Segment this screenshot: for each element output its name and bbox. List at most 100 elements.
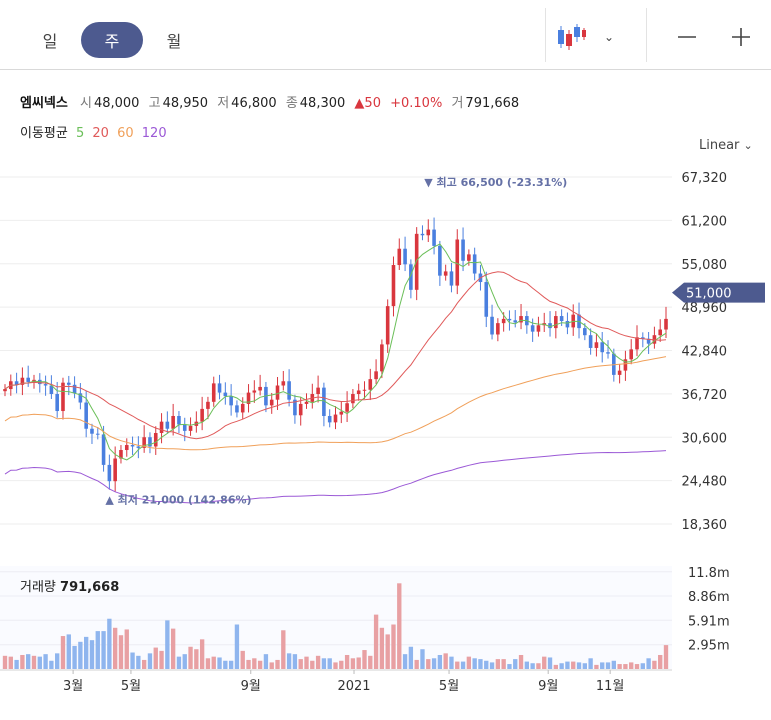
volume-bar [408,646,414,669]
current-price-tag [672,282,765,303]
y-tick-label: 48,960 [682,301,728,316]
candle-body [484,282,489,317]
chart-type-button[interactable]: ⌄ [556,22,646,52]
candle-body [14,381,19,385]
volume-bar [373,614,379,669]
y-tick-label: 42,840 [682,345,728,360]
candle-body [391,265,396,307]
scale-mode-button[interactable]: Linear ⌄ [699,138,753,153]
moving-average-line-60 [4,356,667,451]
tab-month[interactable]: 월 [166,32,182,51]
ma-5[interactable]: 5 [75,126,85,141]
x-tick-label: 5월 [439,679,459,694]
volume-bar [2,655,8,669]
tab-day[interactable]: 일 [42,32,58,51]
candle-body [641,337,645,339]
ma-20[interactable]: 20 [92,126,109,141]
volume-bar [350,658,356,669]
volume-bar [530,663,535,669]
ma-120[interactable]: 120 [141,126,167,141]
y-tick-label: 18,360 [682,518,728,533]
volume-bar [263,654,269,669]
volume-bar [170,628,176,669]
volume-bar [43,654,48,669]
low-label: 저 [217,96,230,111]
chevron-down-icon: ⌄ [604,30,615,44]
volume-bar [640,663,645,669]
volume-bar [501,659,506,669]
y-tick-label: 67,320 [682,171,728,186]
volume-bar [600,662,605,669]
volume-bar [327,658,332,669]
volume-bar [339,660,344,669]
volume-bar [182,654,187,669]
volume-bar [315,655,321,669]
volume-bar [60,636,66,669]
toolbar-divider [545,8,546,62]
volume-panel-background [0,566,672,669]
volume-bar [147,653,153,669]
candle-body [20,377,25,385]
candle-body [26,377,30,382]
candle-body [554,316,558,329]
candle-body [252,390,257,393]
volume-bar [576,662,582,669]
volume-bar [402,654,408,669]
volume-bar [362,650,367,669]
candle-body [600,342,605,353]
candle-body [583,328,587,336]
volume-bar [426,659,431,669]
volume-bar [205,658,211,669]
candle-body [107,464,112,482]
min-price-annotation: ▲ 최저 21,000 (142.86%) [105,492,251,506]
volume-bar [472,658,477,669]
zoom-in-button[interactable] [726,22,756,52]
volume-bar [188,646,193,669]
candle-body [188,425,193,431]
candle-body [594,342,599,348]
volume-bar [72,645,77,669]
candle-body [153,432,158,447]
candle-body [519,316,523,323]
volume-bar [379,627,385,669]
candle-body [664,318,668,330]
candle-body [101,434,106,465]
candle-body [200,408,204,422]
candle-body [403,248,407,265]
volume-bar [321,658,327,669]
close-value: 48,300 [299,96,346,111]
candle-body [148,437,152,447]
x-tick-label: 9월 [241,679,261,694]
volume-bar [159,650,164,669]
volume-bar [431,658,437,669]
volume-bar [553,664,559,669]
candle-body [490,316,494,335]
candle-body [298,403,303,416]
candlestick-icon [558,24,586,50]
volume-bar [112,627,118,669]
candle-body [432,229,436,246]
volume-bar [658,654,663,669]
volume-bar [646,658,651,669]
zoom-out-button[interactable] [672,22,702,52]
candle-body [72,384,77,394]
candle-body [426,229,431,236]
tab-week[interactable]: 주 [81,22,143,58]
candle-body [3,389,7,392]
candle-body [368,379,373,390]
candle-body [136,446,141,448]
candle-body [397,248,402,266]
period-tabs: 일 주 월 [19,22,205,58]
volume-tick-label: 8.86m [688,590,730,605]
moving-average-line-20 [4,271,667,440]
candle-body [409,264,413,290]
candle-body [606,352,610,354]
candle-body [304,401,309,404]
volume-bar [333,662,338,669]
candle-body [501,318,506,324]
y-tick-label: 55,080 [682,258,728,273]
candle-body [281,381,286,386]
ma-60[interactable]: 60 [117,126,134,141]
volume-bar [356,657,361,669]
